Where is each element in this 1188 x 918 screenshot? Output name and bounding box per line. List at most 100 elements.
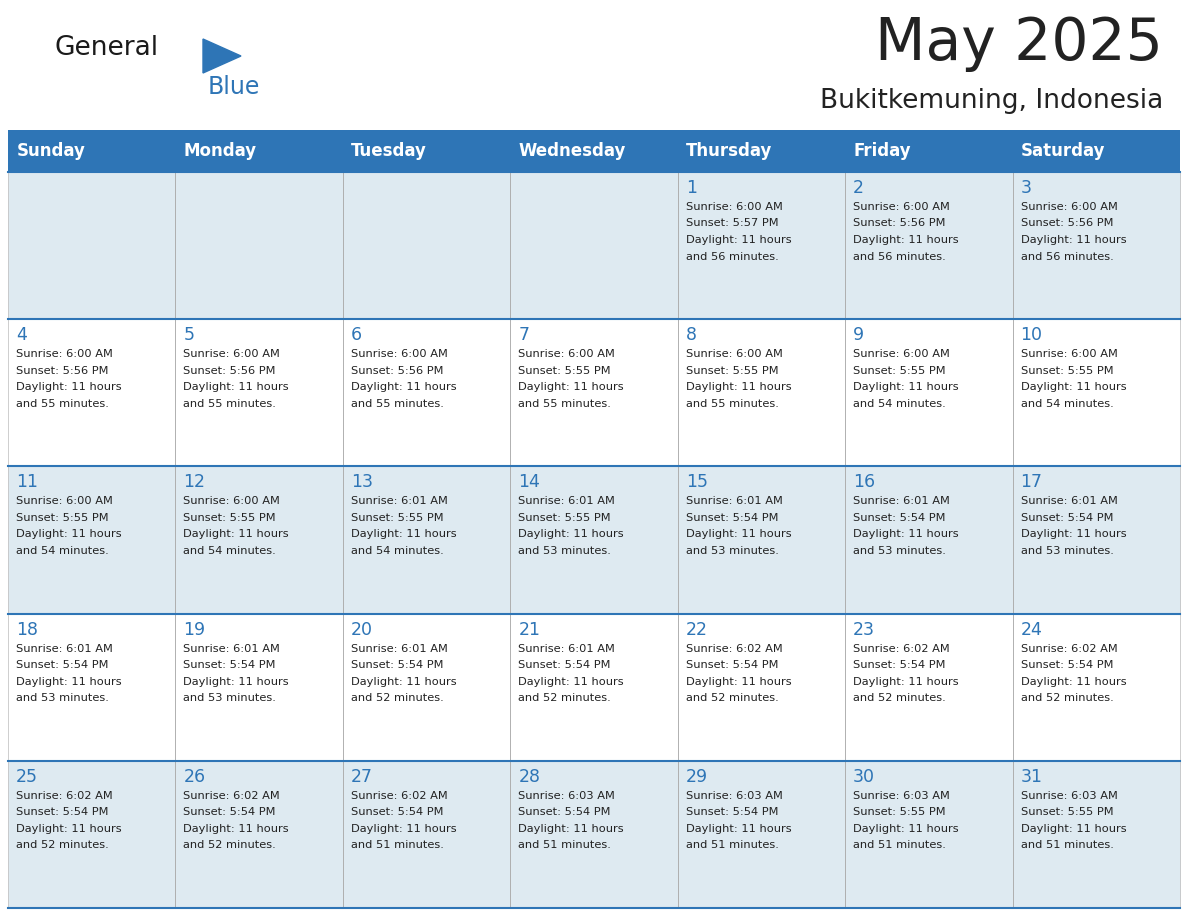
Text: Sunset: 5:54 PM: Sunset: 5:54 PM bbox=[15, 660, 108, 670]
Bar bbox=[511, 466, 677, 613]
Text: Daylight: 11 hours: Daylight: 11 hours bbox=[518, 677, 624, 687]
Text: Sunrise: 6:01 AM: Sunrise: 6:01 AM bbox=[183, 644, 280, 654]
Bar bbox=[677, 130, 845, 172]
Bar bbox=[845, 466, 1012, 613]
Text: Daylight: 11 hours: Daylight: 11 hours bbox=[350, 530, 456, 540]
Bar bbox=[677, 613, 845, 761]
Text: and 51 minutes.: and 51 minutes. bbox=[1020, 840, 1113, 850]
Text: 10: 10 bbox=[1020, 326, 1043, 344]
Text: and 54 minutes.: and 54 minutes. bbox=[853, 398, 946, 409]
Text: and 52 minutes.: and 52 minutes. bbox=[518, 693, 611, 703]
Text: Daylight: 11 hours: Daylight: 11 hours bbox=[1020, 235, 1126, 245]
Text: 18: 18 bbox=[15, 621, 38, 639]
Text: 2: 2 bbox=[853, 179, 864, 197]
Text: Sunset: 5:55 PM: Sunset: 5:55 PM bbox=[15, 513, 108, 523]
Text: General: General bbox=[55, 35, 159, 61]
Text: Sunrise: 6:03 AM: Sunrise: 6:03 AM bbox=[685, 790, 783, 800]
Bar bbox=[1012, 761, 1180, 908]
Text: Daylight: 11 hours: Daylight: 11 hours bbox=[183, 823, 289, 834]
Text: Daylight: 11 hours: Daylight: 11 hours bbox=[518, 530, 624, 540]
Text: Sunset: 5:54 PM: Sunset: 5:54 PM bbox=[15, 807, 108, 817]
Text: 4: 4 bbox=[15, 326, 27, 344]
Text: 6: 6 bbox=[350, 326, 362, 344]
Text: 9: 9 bbox=[853, 326, 864, 344]
Text: Sunset: 5:54 PM: Sunset: 5:54 PM bbox=[350, 807, 443, 817]
Bar bbox=[511, 613, 677, 761]
Text: and 54 minutes.: and 54 minutes. bbox=[350, 546, 443, 556]
Text: Daylight: 11 hours: Daylight: 11 hours bbox=[1020, 530, 1126, 540]
Text: Daylight: 11 hours: Daylight: 11 hours bbox=[1020, 382, 1126, 392]
Text: 28: 28 bbox=[518, 767, 541, 786]
Bar bbox=[343, 130, 511, 172]
Text: Sunrise: 6:01 AM: Sunrise: 6:01 AM bbox=[350, 497, 448, 507]
Text: 15: 15 bbox=[685, 474, 708, 491]
Text: and 54 minutes.: and 54 minutes. bbox=[183, 546, 276, 556]
Text: Daylight: 11 hours: Daylight: 11 hours bbox=[685, 235, 791, 245]
Text: 22: 22 bbox=[685, 621, 708, 639]
Text: Thursday: Thursday bbox=[687, 142, 772, 160]
Text: Daylight: 11 hours: Daylight: 11 hours bbox=[15, 530, 121, 540]
Bar bbox=[1012, 319, 1180, 466]
Text: and 56 minutes.: and 56 minutes. bbox=[1020, 252, 1113, 262]
Text: Sunset: 5:55 PM: Sunset: 5:55 PM bbox=[1020, 365, 1113, 375]
Text: 14: 14 bbox=[518, 474, 541, 491]
Text: and 51 minutes.: and 51 minutes. bbox=[685, 840, 778, 850]
Text: 8: 8 bbox=[685, 326, 696, 344]
Text: Sunset: 5:56 PM: Sunset: 5:56 PM bbox=[350, 365, 443, 375]
Bar bbox=[845, 613, 1012, 761]
Text: and 52 minutes.: and 52 minutes. bbox=[350, 693, 443, 703]
Text: Daylight: 11 hours: Daylight: 11 hours bbox=[518, 382, 624, 392]
Text: 19: 19 bbox=[183, 621, 206, 639]
Text: Daylight: 11 hours: Daylight: 11 hours bbox=[685, 530, 791, 540]
Text: Sunrise: 6:03 AM: Sunrise: 6:03 AM bbox=[853, 790, 950, 800]
Text: Sunrise: 6:00 AM: Sunrise: 6:00 AM bbox=[853, 202, 950, 212]
Text: and 53 minutes.: and 53 minutes. bbox=[518, 546, 611, 556]
Text: 29: 29 bbox=[685, 767, 708, 786]
Text: and 52 minutes.: and 52 minutes. bbox=[183, 840, 276, 850]
Text: Daylight: 11 hours: Daylight: 11 hours bbox=[15, 677, 121, 687]
Bar bbox=[343, 466, 511, 613]
Text: Sunset: 5:56 PM: Sunset: 5:56 PM bbox=[15, 365, 108, 375]
Text: 31: 31 bbox=[1020, 767, 1043, 786]
Text: Sunday: Sunday bbox=[17, 142, 86, 160]
Text: and 53 minutes.: and 53 minutes. bbox=[15, 693, 109, 703]
Text: Sunset: 5:54 PM: Sunset: 5:54 PM bbox=[518, 807, 611, 817]
Text: and 55 minutes.: and 55 minutes. bbox=[685, 398, 778, 409]
Text: 13: 13 bbox=[350, 474, 373, 491]
Polygon shape bbox=[203, 39, 241, 73]
Bar bbox=[8, 761, 176, 908]
Text: Sunrise: 6:01 AM: Sunrise: 6:01 AM bbox=[15, 644, 113, 654]
Text: Saturday: Saturday bbox=[1020, 142, 1106, 160]
Text: and 54 minutes.: and 54 minutes. bbox=[1020, 398, 1113, 409]
Text: 7: 7 bbox=[518, 326, 530, 344]
Bar bbox=[176, 466, 343, 613]
Text: Daylight: 11 hours: Daylight: 11 hours bbox=[1020, 677, 1126, 687]
Text: Sunrise: 6:00 AM: Sunrise: 6:00 AM bbox=[685, 349, 783, 359]
Text: Daylight: 11 hours: Daylight: 11 hours bbox=[853, 530, 959, 540]
Text: Sunset: 5:54 PM: Sunset: 5:54 PM bbox=[518, 660, 611, 670]
Text: 1: 1 bbox=[685, 179, 696, 197]
Text: Monday: Monday bbox=[184, 142, 257, 160]
Text: Sunrise: 6:01 AM: Sunrise: 6:01 AM bbox=[853, 497, 950, 507]
Text: Sunset: 5:54 PM: Sunset: 5:54 PM bbox=[685, 660, 778, 670]
Bar bbox=[845, 319, 1012, 466]
Text: Sunrise: 6:02 AM: Sunrise: 6:02 AM bbox=[1020, 644, 1118, 654]
Bar bbox=[845, 130, 1012, 172]
Bar bbox=[677, 172, 845, 319]
Text: Sunrise: 6:00 AM: Sunrise: 6:00 AM bbox=[1020, 349, 1118, 359]
Text: Sunrise: 6:01 AM: Sunrise: 6:01 AM bbox=[1020, 497, 1118, 507]
Text: and 52 minutes.: and 52 minutes. bbox=[853, 693, 946, 703]
Text: Sunrise: 6:00 AM: Sunrise: 6:00 AM bbox=[15, 349, 113, 359]
Bar bbox=[176, 130, 343, 172]
Text: 5: 5 bbox=[183, 326, 195, 344]
Text: and 51 minutes.: and 51 minutes. bbox=[853, 840, 946, 850]
Bar bbox=[8, 319, 176, 466]
Text: Sunrise: 6:00 AM: Sunrise: 6:00 AM bbox=[183, 349, 280, 359]
Text: Sunrise: 6:01 AM: Sunrise: 6:01 AM bbox=[518, 644, 615, 654]
Text: 11: 11 bbox=[15, 474, 38, 491]
Bar bbox=[1012, 613, 1180, 761]
Bar bbox=[176, 172, 343, 319]
Text: Wednesday: Wednesday bbox=[519, 142, 626, 160]
Bar bbox=[343, 172, 511, 319]
Bar bbox=[8, 466, 176, 613]
